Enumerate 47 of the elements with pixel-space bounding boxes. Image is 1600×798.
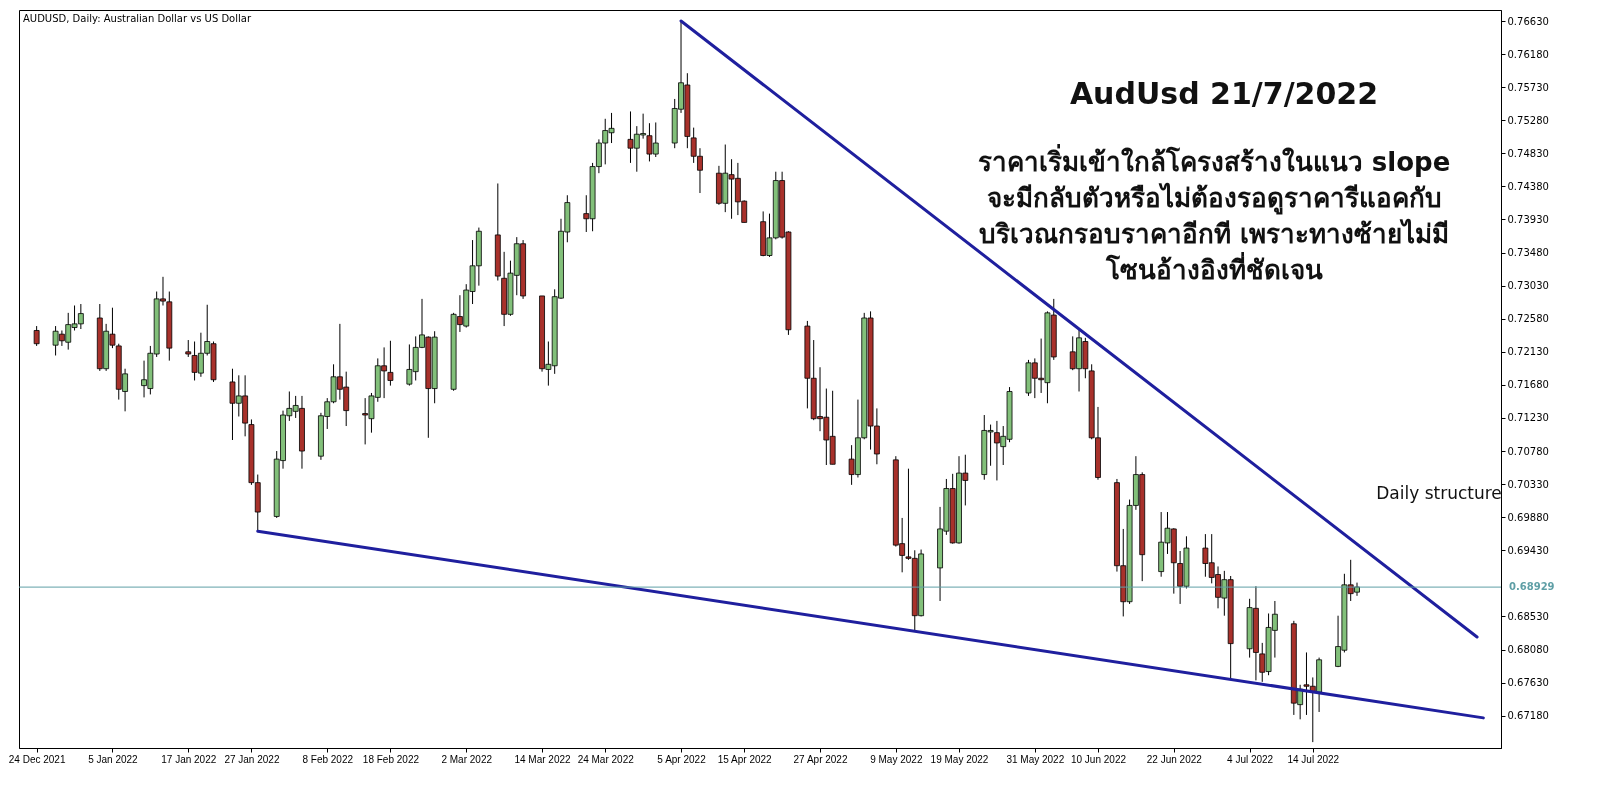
y-tick-label: 0.75730	[1507, 81, 1549, 93]
annotation: ราคาเริ่มเข้าใกล้โครงสร้างในแนว slope จะมีกลับตัวหรือไม่ต้องรอดูราคารีแอคกับ บริเวณกรอบราคาอีกที เพราะทางซ้ายไม่มี โซนอ้างอิงที่ชัดเจน	[977, 143, 1451, 285]
x-tick-label: 5 Jan 2022	[88, 753, 139, 765]
y-tick-label: 0.74830	[1507, 147, 1549, 159]
annotation: AudUsd 21/7/2022	[1069, 76, 1379, 111]
y-tick-label: 0.71230	[1507, 412, 1549, 424]
y-tick-label: 0.67180	[1507, 710, 1549, 722]
y-tick-label: 0.72580	[1507, 313, 1549, 325]
y-tick-label: 0.73480	[1507, 247, 1549, 259]
y-tick-label: 0.69430	[1507, 544, 1549, 556]
x-tick-label: 19 May 2022	[930, 753, 989, 765]
x-tick-label: 22 Jun 2022	[1146, 753, 1203, 765]
y-tick-label: 0.71680	[1507, 379, 1549, 391]
x-tick-label: 8 Feb 2022	[302, 753, 354, 765]
x-tick-label: 27 Apr 2022	[793, 753, 848, 765]
x-tick-label: 31 May 2022	[1006, 753, 1065, 765]
candlestick	[387, 340, 394, 387]
x-tick-label: 24 Dec 2021	[8, 753, 66, 765]
x-tick-label: 5 Apr 2022	[657, 753, 707, 765]
x-tick-label: 14 Jul 2022	[1287, 753, 1340, 765]
y-tick-label: 0.76630	[1507, 15, 1549, 27]
x-tick-label: 4 Jul 2022	[1227, 753, 1274, 765]
x-tick-label: 2 Mar 2022	[441, 753, 493, 765]
y-tick-label: 0.73030	[1507, 280, 1549, 292]
x-tick-label: 24 Mar 2022	[577, 753, 635, 765]
chart-title: AUDUSD, Daily: Australian Dollar vs US Dollar	[23, 13, 252, 24]
ref-line-label: 0.68929	[1509, 581, 1555, 593]
x-tick-label: 14 Mar 2022	[514, 753, 572, 765]
candlestick	[33, 325, 40, 347]
y-tick-label: 0.68080	[1507, 644, 1549, 655]
x-tick-label: 18 Feb 2022	[362, 753, 420, 765]
y-tick-label: 0.75280	[1507, 114, 1549, 126]
y-tick-label: 0.68530	[1507, 610, 1549, 622]
x-tick-label: 17 Jan 2022	[161, 753, 217, 765]
y-tick-label: 0.69880	[1507, 511, 1549, 523]
y-tick-label: 0.70780	[1507, 445, 1549, 457]
x-tick-label: 15 Apr 2022	[717, 753, 773, 765]
y-tick-label: 0.74380	[1507, 180, 1549, 192]
x-tick-label: 27 Jan 2022	[224, 753, 280, 765]
x-tick-label: 10 Jun 2022	[1070, 753, 1127, 765]
y-tick-label: 0.72130	[1507, 346, 1549, 358]
x-tick-label: 9 May 2022	[870, 753, 923, 765]
y-tick-label: 0.70330	[1507, 478, 1549, 490]
y-tick-label: 0.76180	[1507, 48, 1549, 60]
y-tick-label: 0.67630	[1507, 677, 1549, 689]
annotation: Daily structure	[1376, 483, 1502, 503]
y-tick-label: 0.73930	[1507, 213, 1549, 225]
